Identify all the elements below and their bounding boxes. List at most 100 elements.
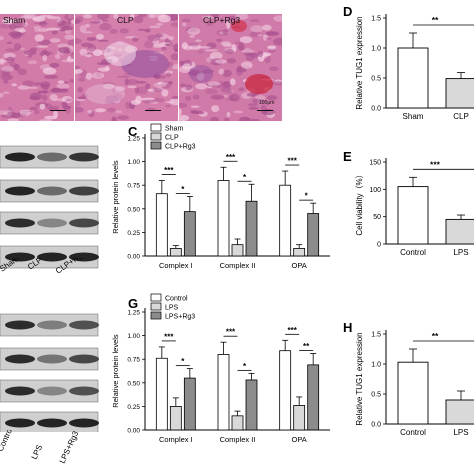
- chart-c-protein-levels: 0.00 0.25 0.50 0.75 1.00 1.25 Relative protein…: [111, 123, 330, 270]
- histology-panel-clp: CLP: [75, 14, 178, 121]
- tissue-texture: [38, 28, 49, 32]
- significance-mark: ***: [164, 332, 174, 341]
- blot-band: [69, 152, 99, 162]
- tissue-texture: [79, 48, 88, 56]
- chart-e-cell-viability: 0 50 100 150 Cell viability（%） Control LPS ***: [355, 158, 474, 257]
- tissue-texture: [64, 29, 72, 35]
- tissue-texture: [42, 54, 48, 62]
- blot-band: [5, 320, 35, 330]
- tissue-texture: [187, 27, 201, 35]
- tissue-texture: [125, 101, 130, 110]
- tissue-texture: [143, 99, 154, 104]
- chart-d-tug1-expression: 0.0 0.5 1.0 1.5 Relative TUG1 expression Sham…: [355, 14, 474, 121]
- tissue-texture: [77, 96, 87, 100]
- tissue-texture: [13, 26, 23, 29]
- tissue-texture: [7, 118, 20, 121]
- tissue-texture: [248, 106, 259, 110]
- tissue-texture: [89, 21, 102, 24]
- tissue-texture: [204, 49, 219, 52]
- tissue-texture: [165, 104, 171, 108]
- bar: [279, 184, 292, 257]
- y-tick-label: 100: [369, 187, 381, 194]
- tissue-texture: [106, 107, 116, 113]
- histology-label-sham: Sham: [3, 15, 26, 25]
- tissue-texture: [96, 33, 104, 40]
- y-tick-label: 0.75: [127, 357, 140, 364]
- histology-image-clp-rg3: [179, 14, 282, 121]
- tissue-texture: [39, 51, 51, 57]
- tissue-texture: [76, 98, 86, 102]
- tissue-texture: [226, 98, 239, 101]
- significance-mark: ***: [287, 326, 297, 335]
- tissue-texture: [152, 44, 163, 48]
- tissue-texture: [148, 25, 161, 29]
- tissue-texture: [273, 15, 282, 22]
- tissue-texture: [180, 83, 187, 88]
- tissue-texture: [147, 88, 157, 92]
- tissue-texture: [211, 105, 220, 113]
- y-axis-label: Relative protein levels: [111, 334, 120, 408]
- tissue-texture: [274, 79, 282, 83]
- legend-label: CLP: [165, 135, 179, 142]
- tissue-texture: [161, 46, 167, 51]
- y-tick-label: 0.00: [127, 428, 140, 435]
- bar: [397, 186, 429, 245]
- y-tick-label: 0.00: [127, 254, 140, 261]
- y-tick-label: 0.0: [371, 106, 381, 113]
- tissue-texture: [257, 50, 264, 58]
- tissue-texture: [179, 60, 185, 66]
- tissue-texture: [22, 21, 29, 27]
- tissue-texture: [222, 81, 232, 89]
- significance-mark: *: [243, 362, 247, 371]
- tissue-texture: [182, 22, 187, 27]
- bar: [279, 350, 292, 431]
- y-tick-label: 0.75: [127, 183, 140, 190]
- panel-label-e: E: [343, 149, 352, 164]
- y-tick-label: 0.50: [127, 380, 140, 387]
- y-axis-label: Cell viability（%）: [355, 170, 364, 235]
- tissue-texture: [17, 85, 30, 90]
- y-tick-label: 1.0: [371, 362, 381, 369]
- tissue-texture: [96, 62, 109, 66]
- tissue-texture: [51, 29, 58, 35]
- tissue-texture: [75, 68, 83, 74]
- tissue-texture: [171, 95, 178, 100]
- tissue-texture: [156, 23, 163, 26]
- tissue-texture: [67, 18, 72, 25]
- tissue-texture: [6, 41, 13, 44]
- legend-swatch: [150, 132, 162, 141]
- tissue-texture: [69, 44, 74, 53]
- blot-band: [69, 218, 99, 228]
- tissue-texture: [75, 38, 82, 45]
- blot-band: [37, 320, 67, 330]
- bar: [293, 248, 306, 257]
- tissue-texture: [2, 69, 11, 76]
- y-tick-label: 0.25: [127, 230, 140, 237]
- tissue-texture: [190, 105, 200, 108]
- tissue-texture: [251, 118, 261, 121]
- significance-mark: *: [181, 357, 185, 366]
- tissue-texture: [29, 96, 41, 100]
- tissue-texture: [156, 81, 169, 85]
- tissue-texture: [32, 15, 46, 22]
- tissue-texture: [39, 81, 51, 88]
- bar: [169, 248, 182, 257]
- bar: [445, 218, 474, 245]
- tissue-texture: [5, 56, 15, 64]
- tissue-texture: [140, 97, 155, 101]
- tissue-texture: [39, 103, 46, 110]
- significance-mark: **: [303, 342, 310, 351]
- tissue-texture: [42, 67, 57, 75]
- tissue-texture: [56, 83, 70, 90]
- tissue-texture: [226, 21, 231, 29]
- y-tick-label: 50: [373, 214, 381, 221]
- tissue-texture: [201, 69, 215, 74]
- tissue-texture: [8, 111, 16, 115]
- bar: [445, 78, 474, 109]
- blot-band: [69, 252, 99, 262]
- y-tick-label: 1.0: [371, 46, 381, 53]
- blot-band: [37, 386, 67, 396]
- tissue-texture: [13, 64, 20, 71]
- chart-g-protein-levels: 0.00 0.25 0.50 0.75 1.00 1.25 Relative protein…: [111, 293, 330, 444]
- tissue-texture: [174, 49, 178, 53]
